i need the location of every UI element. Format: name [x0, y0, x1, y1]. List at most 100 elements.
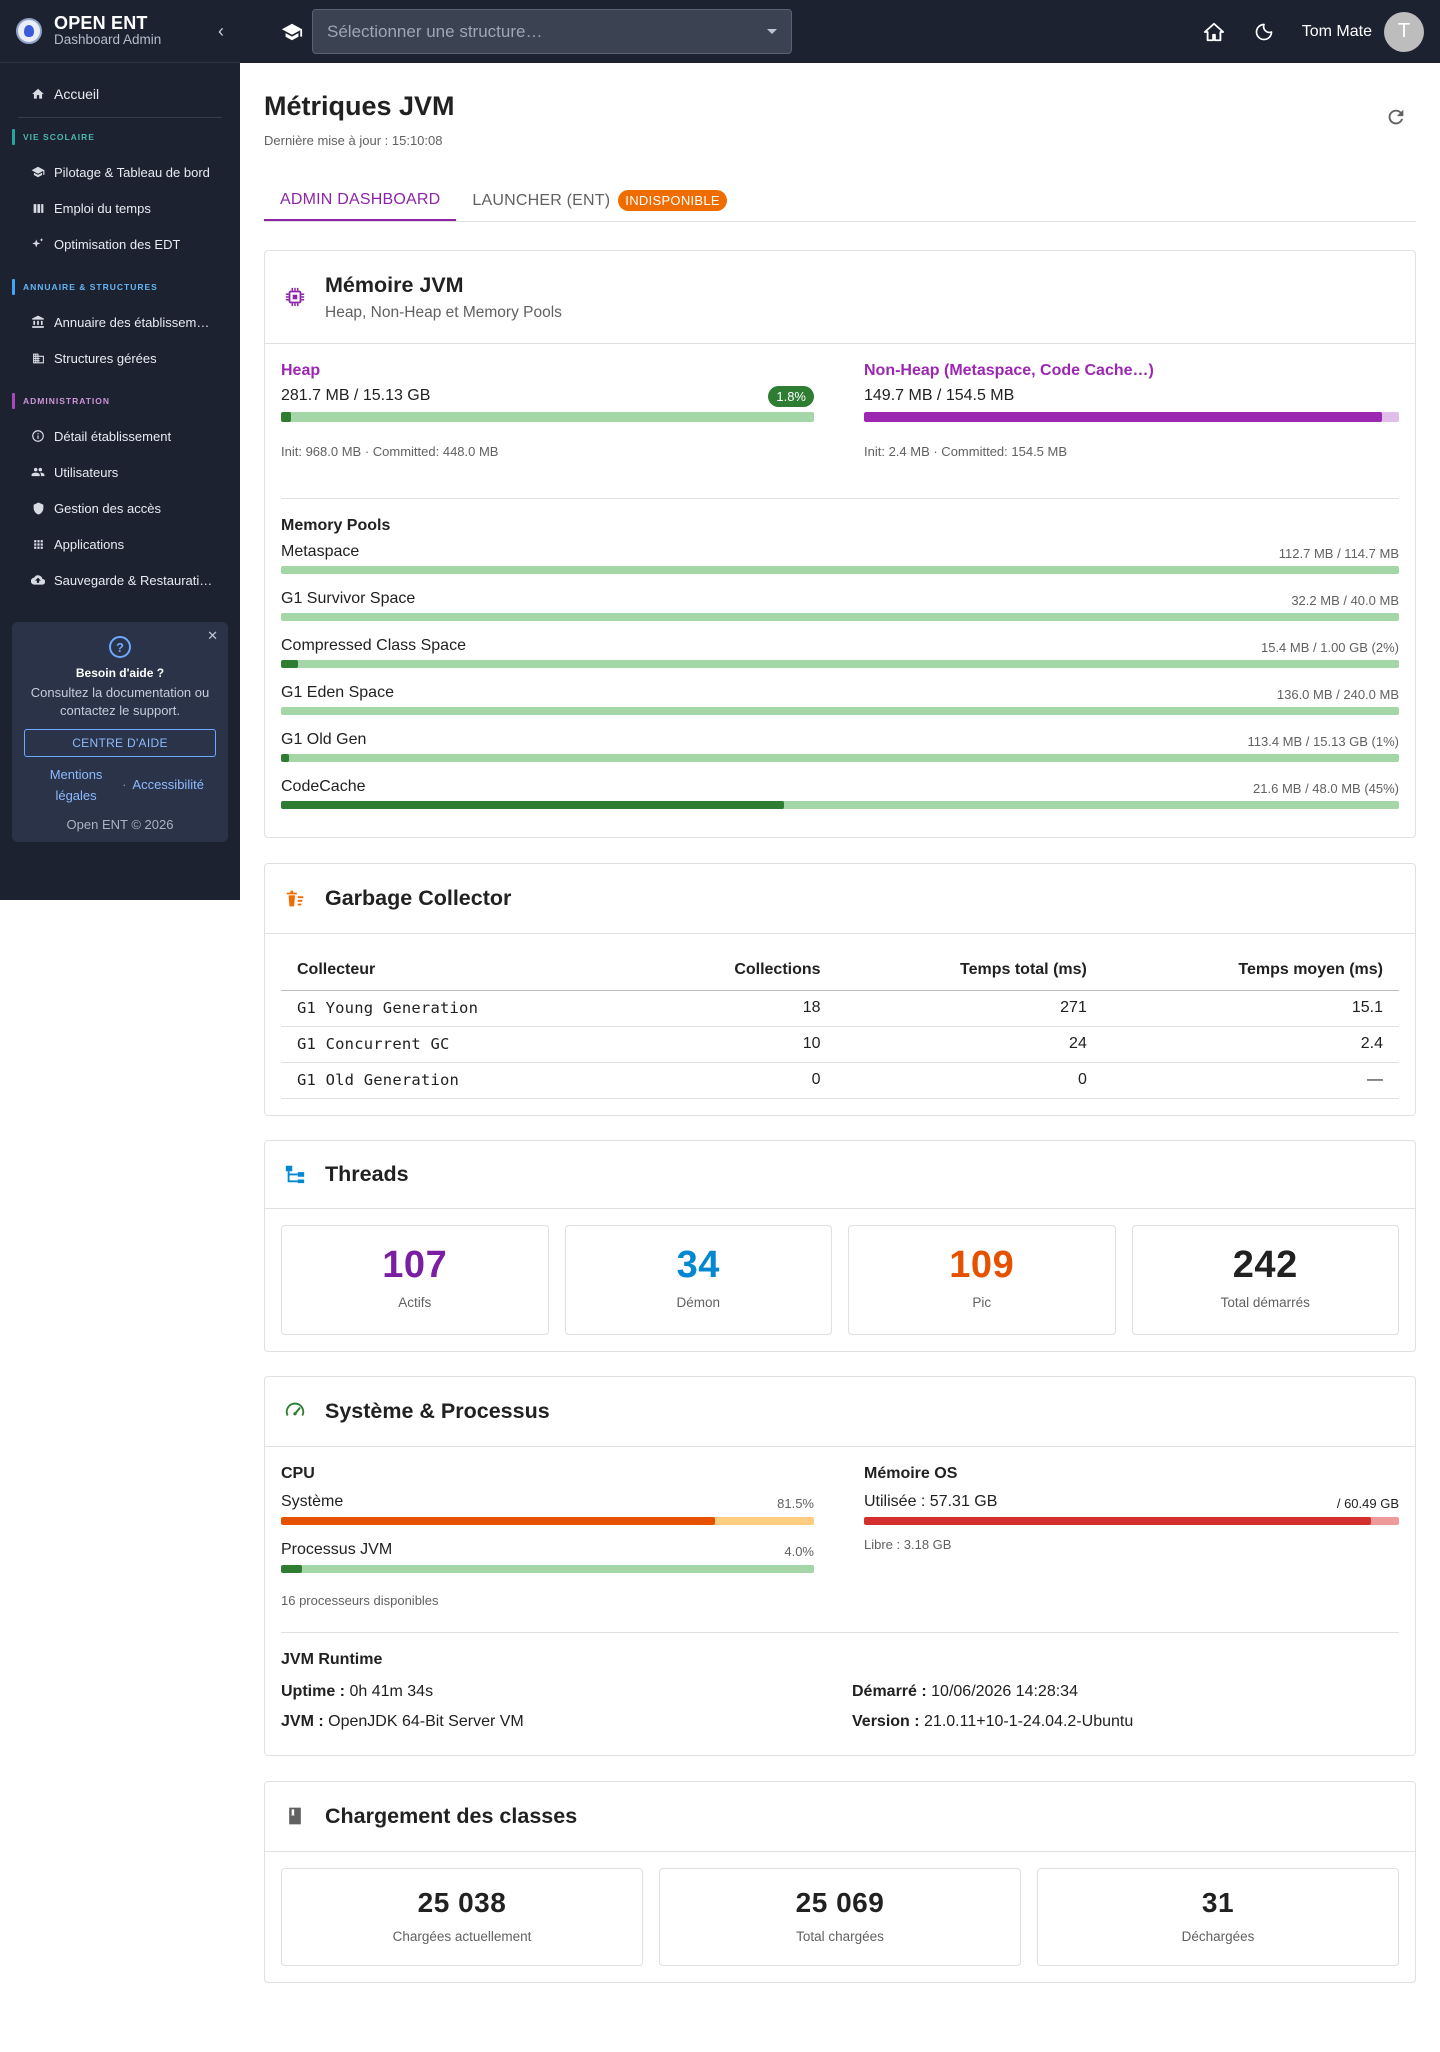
gc-table: Collecteur Collections Temps total (ms) …: [281, 950, 1399, 1099]
tab-label: ADMIN DASHBOARD: [280, 190, 441, 208]
sidebar-item-emploi-du-temps[interactable]: Emploi du temps: [12, 190, 228, 226]
heap-progress-fill: [281, 412, 291, 422]
table-cell: G1 Concurrent GC: [281, 1026, 639, 1063]
app-title: OPEN ENT: [54, 13, 148, 34]
stat-tile: 107 Actifs: [281, 1224, 549, 1335]
heap-block: Heap 281.7 MB / 15.13 GB 1.8% Init: 968.…: [281, 362, 840, 498]
stat-value: 25 038: [417, 1886, 507, 1918]
heap-percent-badge: 1.8%: [768, 385, 814, 407]
memory-pool-bar: [281, 754, 1399, 762]
sidebar-item-label: Annuaire des établissem…: [54, 314, 210, 330]
memory-pool-row: Compressed Class Space 15.4 MB / 1.00 GB …: [281, 631, 1399, 678]
memory-pool-bar: [281, 707, 1399, 715]
dark-mode-icon[interactable]: [1252, 20, 1276, 44]
memory-pool-row: Metaspace 112.7 MB / 114.7 MB: [281, 537, 1399, 584]
last-update: Dernière mise à jour : 15:10:08: [264, 133, 443, 148]
columns-icon: [30, 200, 46, 216]
structure-select[interactable]: Sélectionner une structure…: [312, 9, 792, 54]
memory-pool-value: 113.4 MB / 15.13 GB (1%): [1247, 734, 1400, 749]
help-center-button[interactable]: CENTRE D'AIDE: [24, 729, 216, 758]
memory-pool-name: Metaspace: [281, 543, 360, 560]
memory-pool-bar: [281, 566, 1399, 574]
cpu-system-fill: [281, 1516, 716, 1525]
memory-pool-value: 21.6 MB / 48.0 MB (45%): [1253, 781, 1399, 796]
cpu-jvm-value: 4.0%: [784, 1543, 814, 1559]
collapse-sidebar-icon[interactable]: ‹: [218, 20, 224, 41]
classes-card: Chargement des classes 25 038 Chargées a…: [264, 1780, 1416, 1983]
os-memory-block: Mémoire OS Utilisée : 57.31 GB / 60.49 G…: [840, 1465, 1399, 1632]
speedometer-icon: [283, 1399, 307, 1423]
table-cell: 0: [638, 1062, 837, 1099]
memory-pool-name: G1 Survivor Space: [281, 590, 416, 607]
jvm-runtime: JVM Runtime Uptime : 0h 41m 34s JVM : Op…: [281, 1633, 1399, 1755]
accessibility-link[interactable]: Accessibilité: [132, 777, 204, 793]
uptime-row: Uptime : 0h 41m 34s: [281, 1677, 840, 1707]
column-header: Temps total (ms): [836, 950, 1103, 991]
memory-pool-row: G1 Old Gen 113.4 MB / 15.13 GB (1%): [281, 725, 1399, 772]
memory-pool-fill: [281, 660, 298, 668]
school-icon: [280, 20, 304, 44]
uptime-value: 0h 41m 34s: [349, 1682, 434, 1700]
sidebar-item-applications[interactable]: Applications: [12, 526, 228, 562]
sidebar-item-detail-etablissement[interactable]: Détail établissement: [12, 418, 228, 454]
table-cell: —: [1102, 1062, 1399, 1099]
help-title: Besoin d'aide ?: [75, 666, 165, 680]
shield-icon: [30, 500, 46, 516]
card-title: Garbage Collector: [325, 886, 512, 910]
memory-pool-value: 136.0 MB / 240.0 MB: [1276, 687, 1399, 702]
building-icon: [30, 350, 46, 366]
sidebar-item-label: Sauvegarde & Restaurati…: [54, 572, 213, 588]
uptime-label: Uptime :: [281, 1682, 345, 1700]
cloud-upload-icon: [30, 572, 46, 588]
sidebar-section-administration: ADMINISTRATION: [12, 390, 228, 412]
memory-pool-row: CodeCache 21.6 MB / 48.0 MB (45%): [281, 772, 1399, 819]
nonheap-value: 149.7 MB / 154.5 MB: [864, 387, 1015, 404]
mentions-legales-link[interactable]: Mentions légales: [49, 767, 103, 803]
card-header: Garbage Collector: [265, 864, 1415, 934]
refresh-icon[interactable]: [1384, 105, 1408, 129]
cpu-system-value: 81.5%: [777, 1495, 814, 1511]
version-row: Version : 21.0.11+10-1-24.04.2-Ubuntu: [852, 1707, 1399, 1737]
home-icon[interactable]: [1202, 20, 1226, 44]
memory-pool-name: CodeCache: [281, 778, 366, 795]
sidebar-section-annuaire: ANNUAIRE & STRUCTURES: [12, 276, 228, 298]
stat-tile: 25 038 Chargées actuellement: [281, 1867, 643, 1966]
sidebar-item-sauvegarde[interactable]: Sauvegarde & Restaurati…: [12, 562, 228, 598]
memory-pool-bar: [281, 801, 1399, 809]
stat-label: Chargées actuellement: [392, 1928, 532, 1944]
card-header: Mémoire JVM Heap, Non-Heap et Memory Poo…: [265, 251, 1415, 344]
close-icon[interactable]: ✕: [207, 628, 218, 643]
help-links: Mentions légales · Accessibilité: [24, 765, 216, 807]
tab-launcher[interactable]: LAUNCHER (ENT) INDISPONIBLE: [456, 180, 743, 221]
sidebar-item-utilisateurs[interactable]: Utilisateurs: [12, 454, 228, 490]
stat-label: Total démarrés: [1220, 1294, 1310, 1310]
memory-pool-value: 32.2 MB / 40.0 MB: [1291, 593, 1399, 608]
sidebar-item-gestion-acces[interactable]: Gestion des accès: [12, 490, 228, 526]
sidebar-item-pilotage[interactable]: Pilotage & Tableau de bord: [12, 154, 228, 190]
sidebar-item-annuaire[interactable]: Annuaire des établissem…: [12, 304, 228, 340]
section-label: ADMINISTRATION: [23, 396, 111, 406]
sidebar-item-home[interactable]: Accueil: [12, 73, 228, 115]
sidebar-item-label: Structures gérées: [54, 350, 157, 366]
avatar[interactable]: T: [1384, 11, 1424, 52]
user-name[interactable]: Tom Mate: [1301, 22, 1372, 40]
tab-admin-dashboard[interactable]: ADMIN DASHBOARD: [264, 180, 457, 221]
memory-pool-fill: [281, 754, 289, 762]
table-cell: G1 Young Generation: [281, 990, 639, 1027]
sidebar-item-optimisation-edt[interactable]: Optimisation des EDT: [12, 226, 228, 262]
memory-pool-name: G1 Old Gen: [281, 731, 367, 748]
memory-pools-title: Memory Pools: [281, 517, 391, 534]
sidebar-item-label: Accueil: [54, 86, 100, 102]
help-card: ✕ ? Besoin d'aide ? Consultez la documen…: [12, 622, 228, 842]
stat-tile: 242 Total démarrés: [1131, 1224, 1399, 1335]
tab-label: LAUNCHER (ENT): [472, 191, 611, 209]
apps-grid-icon: [30, 536, 46, 552]
sidebar-item-label: Emploi du temps: [54, 200, 151, 216]
memory-pool-bar: [281, 660, 1399, 668]
sidebar-section-vie-scolaire: VIE SCOLAIRE: [12, 126, 228, 148]
card-subtitle: Heap, Non-Heap et Memory Pools: [325, 303, 562, 321]
table-cell: G1 Old Generation: [281, 1062, 639, 1099]
sidebar-item-structures[interactable]: Structures gérées: [12, 340, 228, 376]
table-cell: 24: [836, 1026, 1103, 1063]
cpu-jvm-label: Processus JVM: [281, 1540, 393, 1558]
